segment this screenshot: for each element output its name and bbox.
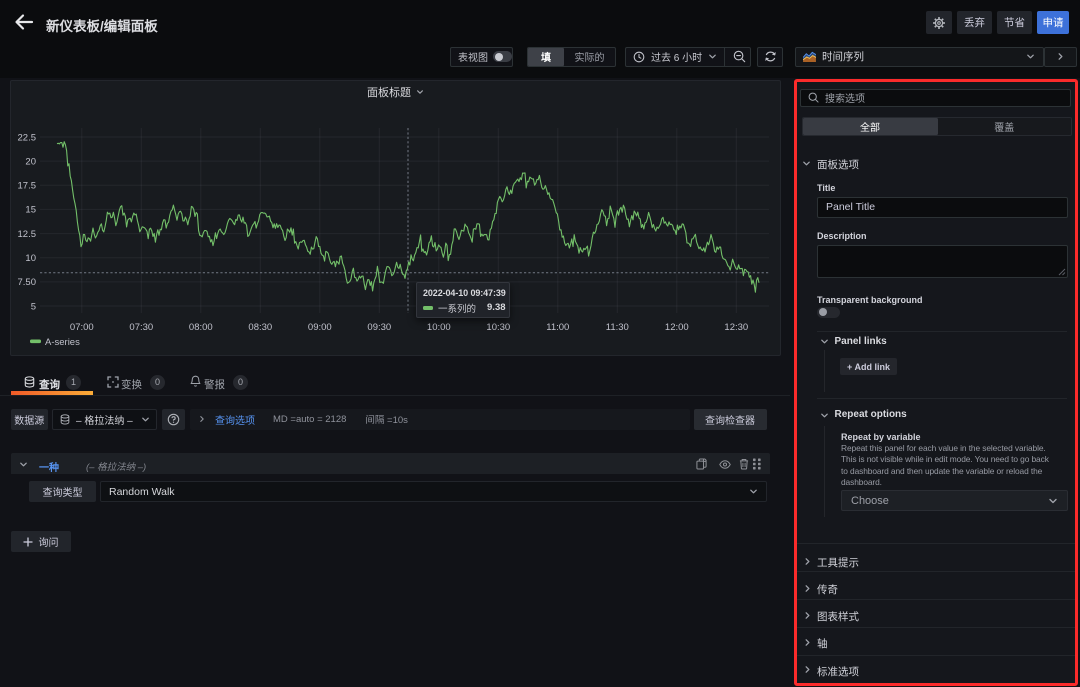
svg-text:22.5: 22.5 <box>18 132 37 143</box>
svg-text:09:00: 09:00 <box>308 322 332 333</box>
svg-text:7.50: 7.50 <box>18 277 37 288</box>
svg-text:07:30: 07:30 <box>129 322 153 333</box>
svg-text:12:00: 12:00 <box>665 322 689 333</box>
svg-text:10: 10 <box>25 253 36 264</box>
svg-text:17.5: 17.5 <box>18 181 37 192</box>
svg-text:12.5: 12.5 <box>18 229 37 240</box>
svg-text:20: 20 <box>25 156 36 167</box>
svg-text:5: 5 <box>31 301 36 312</box>
svg-text:09:30: 09:30 <box>367 322 391 333</box>
svg-text:12:30: 12:30 <box>724 322 748 333</box>
svg-text:08:30: 08:30 <box>248 322 272 333</box>
svg-text:10:30: 10:30 <box>486 322 510 333</box>
svg-text:11:30: 11:30 <box>606 322 629 333</box>
svg-text:A-series: A-series <box>45 337 80 348</box>
svg-text:10:00: 10:00 <box>427 322 451 333</box>
svg-text:08:00: 08:00 <box>189 322 213 333</box>
svg-text:07:00: 07:00 <box>70 322 94 333</box>
svg-text:11:00: 11:00 <box>546 322 569 333</box>
svg-text:15: 15 <box>25 205 36 216</box>
